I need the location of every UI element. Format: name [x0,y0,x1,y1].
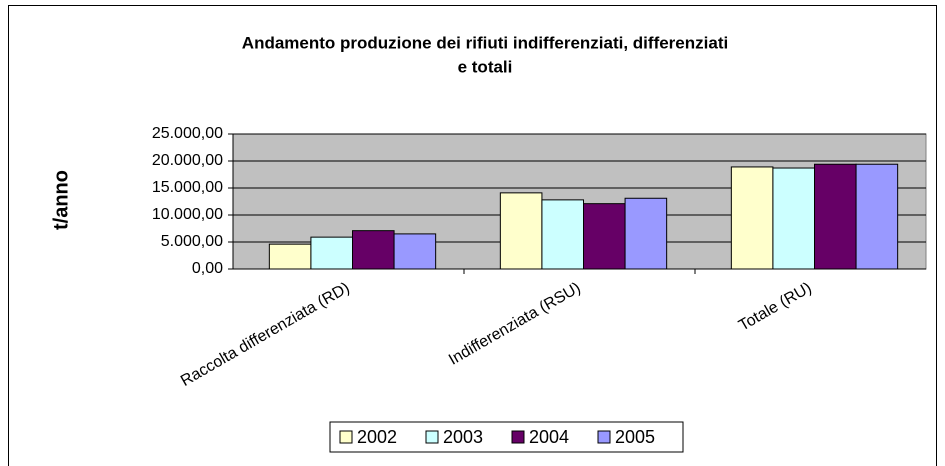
bar [814,163,857,270]
y-tick-label: 15.000,00 [152,179,223,196]
bar [855,163,899,270]
legend-swatch [425,430,439,444]
legend-swatch [339,430,353,444]
bar [541,199,584,270]
y-axis-label: t/anno [50,170,72,230]
bar [352,230,395,270]
bar [310,236,354,270]
bar [268,243,312,270]
bar [624,197,668,270]
legend-swatch [597,430,611,444]
bar [730,166,774,270]
bar [393,233,437,270]
chart-title: e totali [458,57,513,76]
legend-swatch [511,430,525,444]
legend-label: 2004 [529,427,569,447]
bar [499,192,543,270]
bar [772,167,815,270]
y-tick-label: 25.000,00 [152,125,223,142]
legend-box [329,421,684,453]
y-tick-label: 5.000,00 [161,233,223,250]
chart-title: Andamento produzione dei rifiuti indiffe… [242,33,728,52]
legend-label: 2003 [443,427,483,447]
legend-label: 2002 [357,427,397,447]
legend-label: 2005 [615,427,655,447]
y-tick-label: 20.000,00 [152,152,223,169]
y-tick-label: 10.000,00 [152,206,223,223]
bar [583,203,626,270]
y-tick-label: 0,00 [192,260,223,277]
